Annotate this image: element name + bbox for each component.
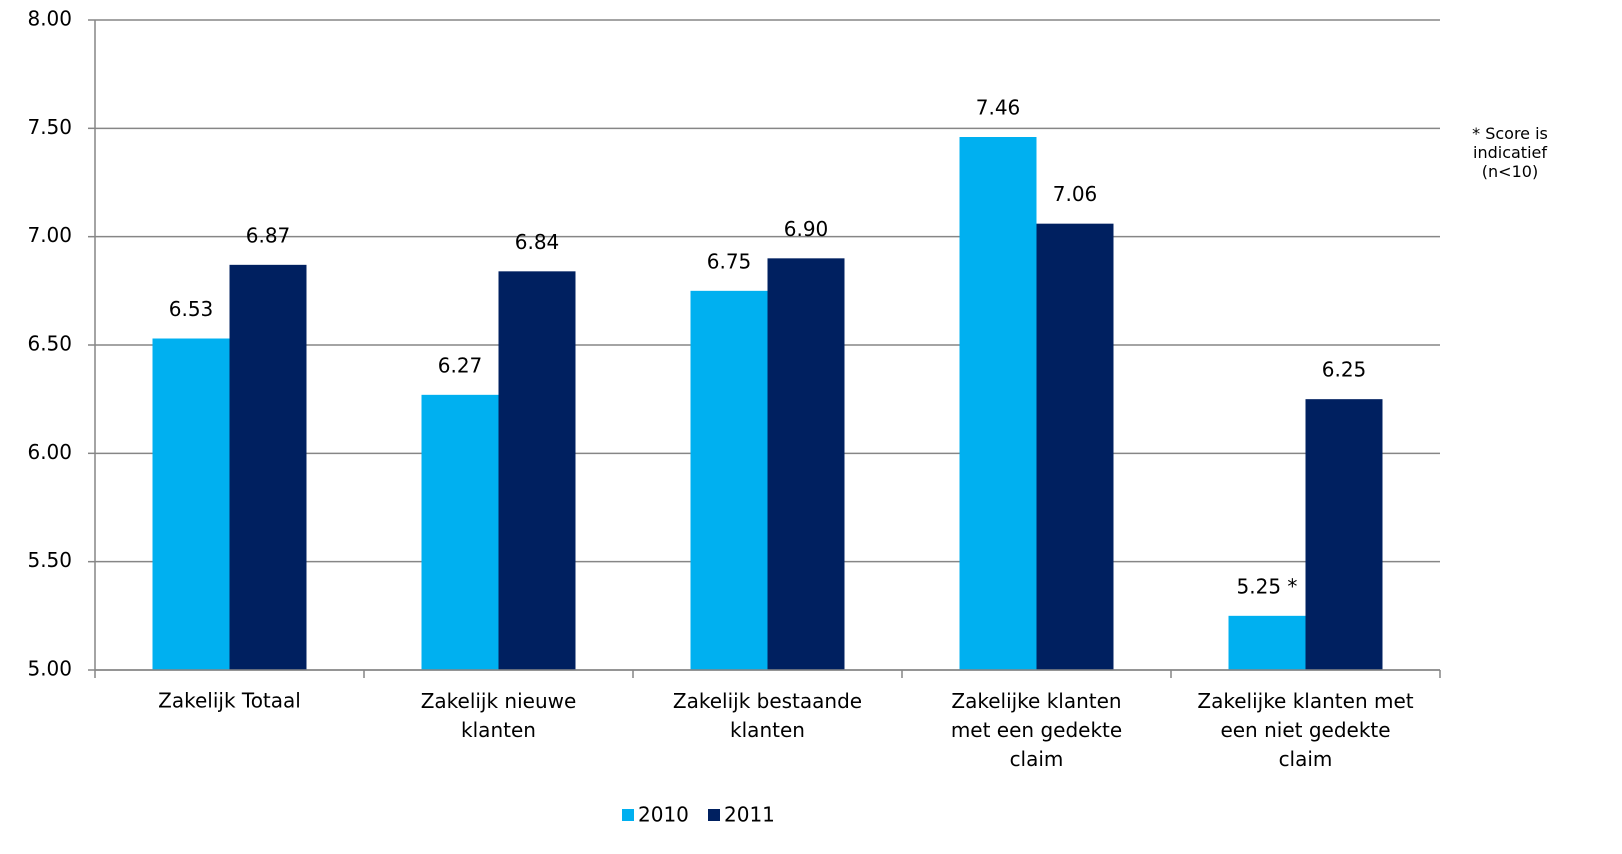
bar [1228, 615, 1306, 670]
x-tick-label: Zakelijk Totaal [158, 689, 301, 713]
data-label: 6.25 [1322, 358, 1367, 382]
bar [1036, 223, 1114, 670]
y-tick-label: 7.00 [27, 223, 72, 247]
x-tick-label: Zakelijk nieuwe klanten [421, 689, 577, 742]
y-tick-label: 7.50 [27, 115, 72, 139]
bar [1305, 399, 1383, 670]
y-tick-label: 8.00 [27, 7, 72, 31]
data-label: 6.90 [784, 217, 829, 241]
bar [152, 338, 230, 670]
bar [498, 271, 576, 670]
data-label: 5.25 * [1237, 574, 1298, 598]
legend-label: 2010 [638, 803, 689, 827]
data-label: 6.27 [438, 353, 483, 377]
x-tick-label: Zakelijke klanten met een niet gedekte cla… [1197, 689, 1413, 771]
data-label: 7.06 [1053, 182, 1098, 206]
bar [690, 290, 768, 670]
y-tick-label: 5.00 [27, 657, 72, 681]
data-label: 6.53 [169, 297, 214, 321]
legend-swatch [708, 809, 720, 821]
y-tick-label: 6.50 [27, 332, 72, 356]
data-label: 6.84 [515, 230, 560, 254]
data-label: 6.87 [246, 223, 291, 247]
y-tick-label: 6.00 [27, 440, 72, 464]
x-tick-label: Zakelijk bestaande klanten [673, 689, 862, 742]
annotation: * Score is indicatief (n<10) [1472, 124, 1548, 181]
data-label: 7.46 [976, 96, 1021, 120]
legend-swatch [622, 809, 634, 821]
y-tick-label: 5.50 [27, 548, 72, 572]
bar [959, 137, 1037, 670]
bar [767, 258, 845, 670]
data-label: 6.75 [707, 249, 752, 273]
legend-label: 2011 [724, 803, 775, 827]
x-tick-label: Zakelijke klanten met een gedekte claim [951, 689, 1122, 771]
bar [229, 264, 307, 670]
bar [421, 394, 499, 670]
